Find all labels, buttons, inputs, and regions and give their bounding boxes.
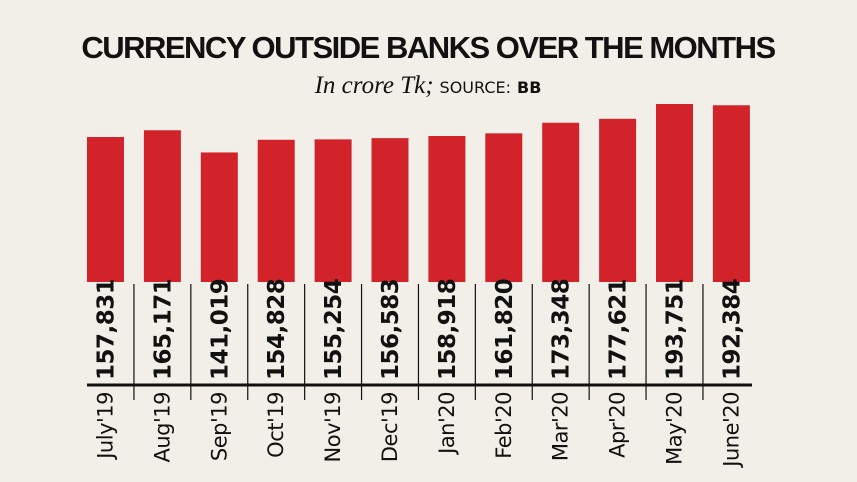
category-label: June'20: [719, 392, 743, 469]
value-label: 157,831: [94, 279, 120, 380]
value-label: 193,751: [663, 279, 689, 380]
category-label: Oct'19: [264, 392, 288, 458]
value-label: 165,171: [150, 279, 176, 380]
value-label: 173,348: [549, 279, 575, 380]
category-label: Feb'20: [492, 392, 516, 459]
chart-title: CURRENCY OUTSIDE BANKS OVER THE MONTHS: [81, 30, 775, 65]
chart-subtitle: In crore Tk; SOURCE: BB: [314, 72, 542, 99]
unit-label: In crore Tk;: [314, 72, 434, 99]
bar-9: [599, 118, 637, 282]
bar-8: [542, 122, 580, 282]
value-label: 158,918: [435, 279, 461, 380]
category-label: Apr'20: [606, 392, 630, 458]
bar-1: [143, 130, 181, 282]
category-label: Dec'19: [378, 392, 402, 462]
bar-11: [712, 105, 750, 283]
bar-4: [314, 139, 352, 282]
bar-10: [656, 104, 693, 282]
category-label: Sep'19: [207, 392, 231, 461]
category-label: July'19: [94, 392, 118, 461]
bar-6: [428, 136, 466, 282]
source-value: BB: [517, 78, 541, 97]
bar-3: [257, 139, 295, 282]
value-label: 177,621: [606, 279, 632, 380]
value-label: 161,820: [492, 279, 518, 380]
bar-7: [485, 133, 523, 282]
category-label: Nov'19: [321, 392, 345, 462]
value-label: 156,583: [378, 279, 404, 380]
category-label: Jan'20: [435, 392, 459, 456]
bar-0: [87, 136, 124, 282]
category-label: May'20: [663, 392, 687, 465]
category-label: Mar'20: [549, 392, 573, 461]
bar-5: [371, 138, 409, 282]
category-label: Aug'19: [150, 392, 174, 463]
value-label: 155,254: [321, 279, 347, 380]
bar-2: [200, 152, 238, 282]
source-label: SOURCE:: [440, 78, 511, 97]
value-label: 192,384: [719, 279, 745, 380]
value-label: 141,019: [207, 279, 233, 380]
value-label: 154,828: [264, 279, 290, 380]
